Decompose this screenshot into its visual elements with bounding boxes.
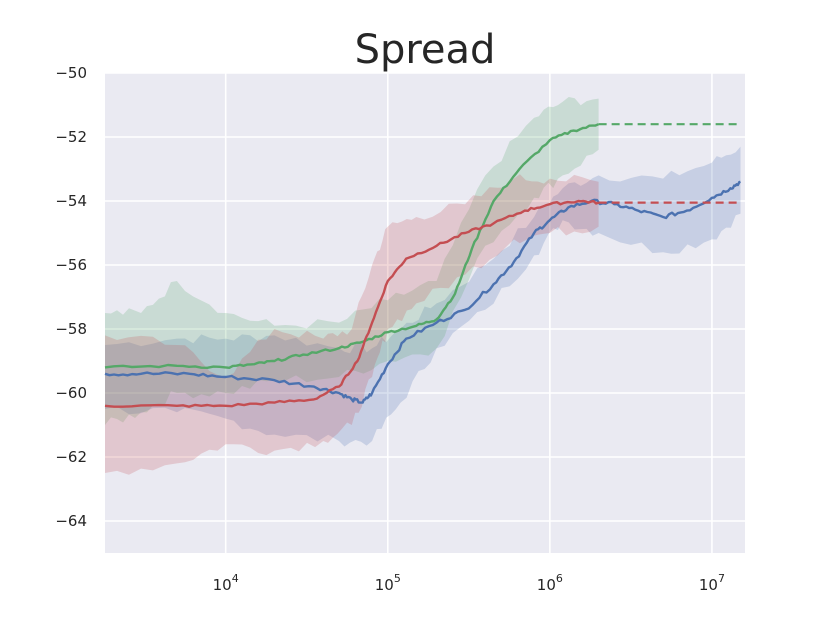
reference-lines [598,123,741,204]
x-tick-label: 105 [375,572,401,594]
y-tick-label: −58 [55,320,87,338]
chart-title: Spread [355,27,496,73]
series-line-2 [104,199,600,408]
x-tick-exponent: 4 [232,572,239,585]
confidence-band-2 [105,174,599,475]
y-tick-label: −64 [55,512,87,530]
y-tick-label: −50 [55,64,87,82]
plot-area [105,73,745,553]
series-line-0 [104,180,741,404]
x-tick-base: 10 [375,576,394,594]
x-tick-labels: 104 105 106 107 [213,572,725,594]
x-tick-label: 107 [699,572,725,594]
confidence-band-1 [105,97,599,425]
y-tick-label: −60 [55,384,87,402]
y-tick-label: −52 [55,128,87,146]
x-tick-base: 10 [537,576,556,594]
x-tick-exponent: 7 [718,572,725,585]
x-tick-base: 10 [213,576,232,594]
x-tick-label: 104 [213,572,239,594]
grid [105,72,745,553]
series-lines [104,123,741,408]
x-tick-exponent: 5 [394,572,401,585]
y-tick-label: −62 [55,448,87,466]
x-tick-exponent: 6 [556,572,563,585]
x-tick-label: 106 [537,572,563,594]
x-tick-base: 10 [699,576,718,594]
series-line-1 [104,123,600,369]
y-tick-label: −54 [55,192,87,210]
confidence-bands [105,97,741,475]
y-tick-label: −56 [55,256,87,274]
confidence-band-0 [105,146,741,447]
y-tick-labels: −50 −52 −54 −56 −58 −60 −62 −64 [55,64,87,530]
